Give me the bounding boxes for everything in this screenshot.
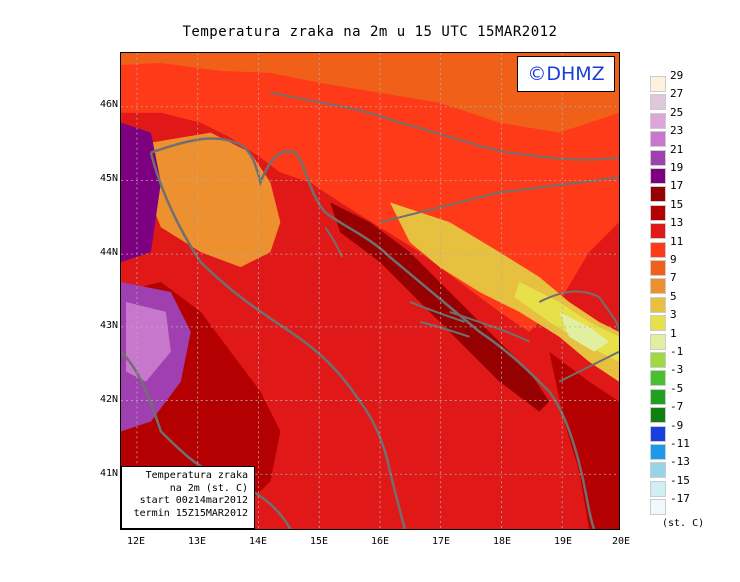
lat-label-45n: 45N (99, 173, 118, 184)
map-title: Temperatura zraka na 2m u 15 UTC 15MAR20… (182, 24, 558, 40)
colorbar-swatch (650, 370, 666, 387)
colorbar-swatch (650, 315, 666, 332)
colorbar-level-label: 25 (670, 105, 684, 119)
temperature-map (120, 52, 620, 530)
info-line-3: start 00z14mar2012 (139, 495, 248, 506)
temperature-field-west-edge (121, 122, 161, 263)
colorbar-level-label: 13 (670, 216, 684, 230)
info-box: Temperatura zraka na 2m (st. C) start 00… (121, 466, 255, 529)
lon-label-19e: 19E (553, 536, 573, 547)
temperature-field-peaks (559, 311, 609, 352)
colorbar-level-label: 11 (670, 234, 684, 248)
colorbar-swatch (650, 388, 666, 405)
colorbar-level-label: -5 (670, 381, 684, 395)
info-line-2: na 2m (st. C) (169, 482, 248, 494)
dhmz-logo: ©DHMZ (517, 56, 615, 92)
lat-label-43n: 43N (99, 320, 118, 331)
island-krk (324, 226, 344, 258)
colorbar-swatch (650, 168, 666, 184)
temperature-field-dinarides (389, 202, 619, 382)
colorbar-level-label: 17 (670, 179, 684, 193)
colorbar-level-label: -13 (670, 455, 690, 469)
info-line-1: Temperatura zraka (145, 470, 248, 481)
colorbar-swatch (650, 94, 666, 111)
colorbar-level-label: 7 (670, 271, 677, 285)
colorbar-level-label: 27 (670, 87, 684, 101)
colorbar-level-label: 23 (670, 124, 684, 138)
lon-label-15e: 15E (309, 536, 329, 547)
colorbar-swatch (650, 480, 666, 497)
temperature-field-albania (549, 351, 619, 529)
map-grid (121, 53, 619, 529)
colorbar-swatch (650, 223, 666, 240)
colorbar-swatch (650, 352, 666, 368)
colorbar-swatch (650, 186, 666, 203)
colorbar-swatch (650, 499, 666, 516)
lat-label-42n: 42N (99, 394, 118, 405)
island-hvar (419, 320, 470, 338)
lon-label-12e: 12E (126, 536, 146, 547)
lat-label-44n: 44N (99, 247, 118, 258)
colorbar-level-label: 29 (670, 69, 684, 82)
lon-label-17e: 17E (431, 536, 451, 547)
colorbar-level-label: 9 (670, 253, 677, 266)
colorbar-swatch (650, 444, 666, 460)
colorbar-swatch (650, 425, 666, 442)
lon-label-14e: 14E (248, 536, 268, 547)
colorbar-swatch (650, 131, 666, 148)
colorbar-swatch (650, 407, 666, 424)
colorbar-level-label: -11 (670, 437, 690, 450)
lon-label-13e: 13E (187, 536, 207, 547)
temperature-field-coast (330, 202, 550, 412)
colorbar-swatch (650, 278, 666, 295)
colorbar-swatch (650, 296, 666, 313)
border-bih-south (449, 310, 530, 343)
colorbar-level-label: 5 (670, 289, 677, 303)
island-brac (409, 301, 465, 323)
coastline-italy (149, 152, 407, 529)
colorbar-level-label: -15 (670, 473, 690, 487)
border-serbia (538, 290, 619, 332)
border-montenegro (558, 350, 619, 383)
temperature-field-north-alps (121, 53, 619, 133)
border-north (270, 91, 619, 161)
colorbar-level-label: -17 (670, 492, 690, 506)
map-svg (121, 53, 619, 529)
border-bosnia-north (379, 176, 619, 224)
colorbar-level-label: 19 (670, 161, 684, 174)
lat-label-46n: 46N (99, 99, 118, 110)
colorbar-units: (st. C) (662, 518, 705, 529)
info-line-4: termin 15Z15MAR2012 (133, 507, 248, 519)
colorbar-level-label: 21 (670, 142, 684, 156)
colorbar-swatch (650, 204, 666, 221)
colorbar-level-label: 15 (670, 197, 684, 211)
colorbar-swatch (650, 149, 666, 166)
colorbar-level-label: -3 (670, 363, 684, 377)
coastline-italy-west (121, 350, 292, 529)
coastline-east-adriatic (150, 137, 596, 529)
colorbar-swatch (650, 333, 666, 350)
colorbar-swatch (650, 112, 666, 129)
lon-label-20e: 20E (611, 536, 631, 547)
colorbar-level-label: 3 (670, 308, 677, 322)
lon-label-18e: 18E (492, 536, 512, 547)
colorbar-swatch (650, 76, 666, 92)
colorbar-level-label: -1 (670, 345, 684, 358)
lat-label-41n: 41N (99, 468, 118, 479)
colorbar-level-label: 1 (670, 326, 677, 340)
colorbar-level-label: -9 (670, 418, 684, 432)
lon-label-16e: 16E (370, 536, 390, 547)
colorbar-swatch (650, 241, 666, 258)
colorbar-level-label: -7 (670, 400, 684, 414)
colorbar-swatch (650, 260, 666, 276)
colorbar-swatch (650, 462, 666, 479)
